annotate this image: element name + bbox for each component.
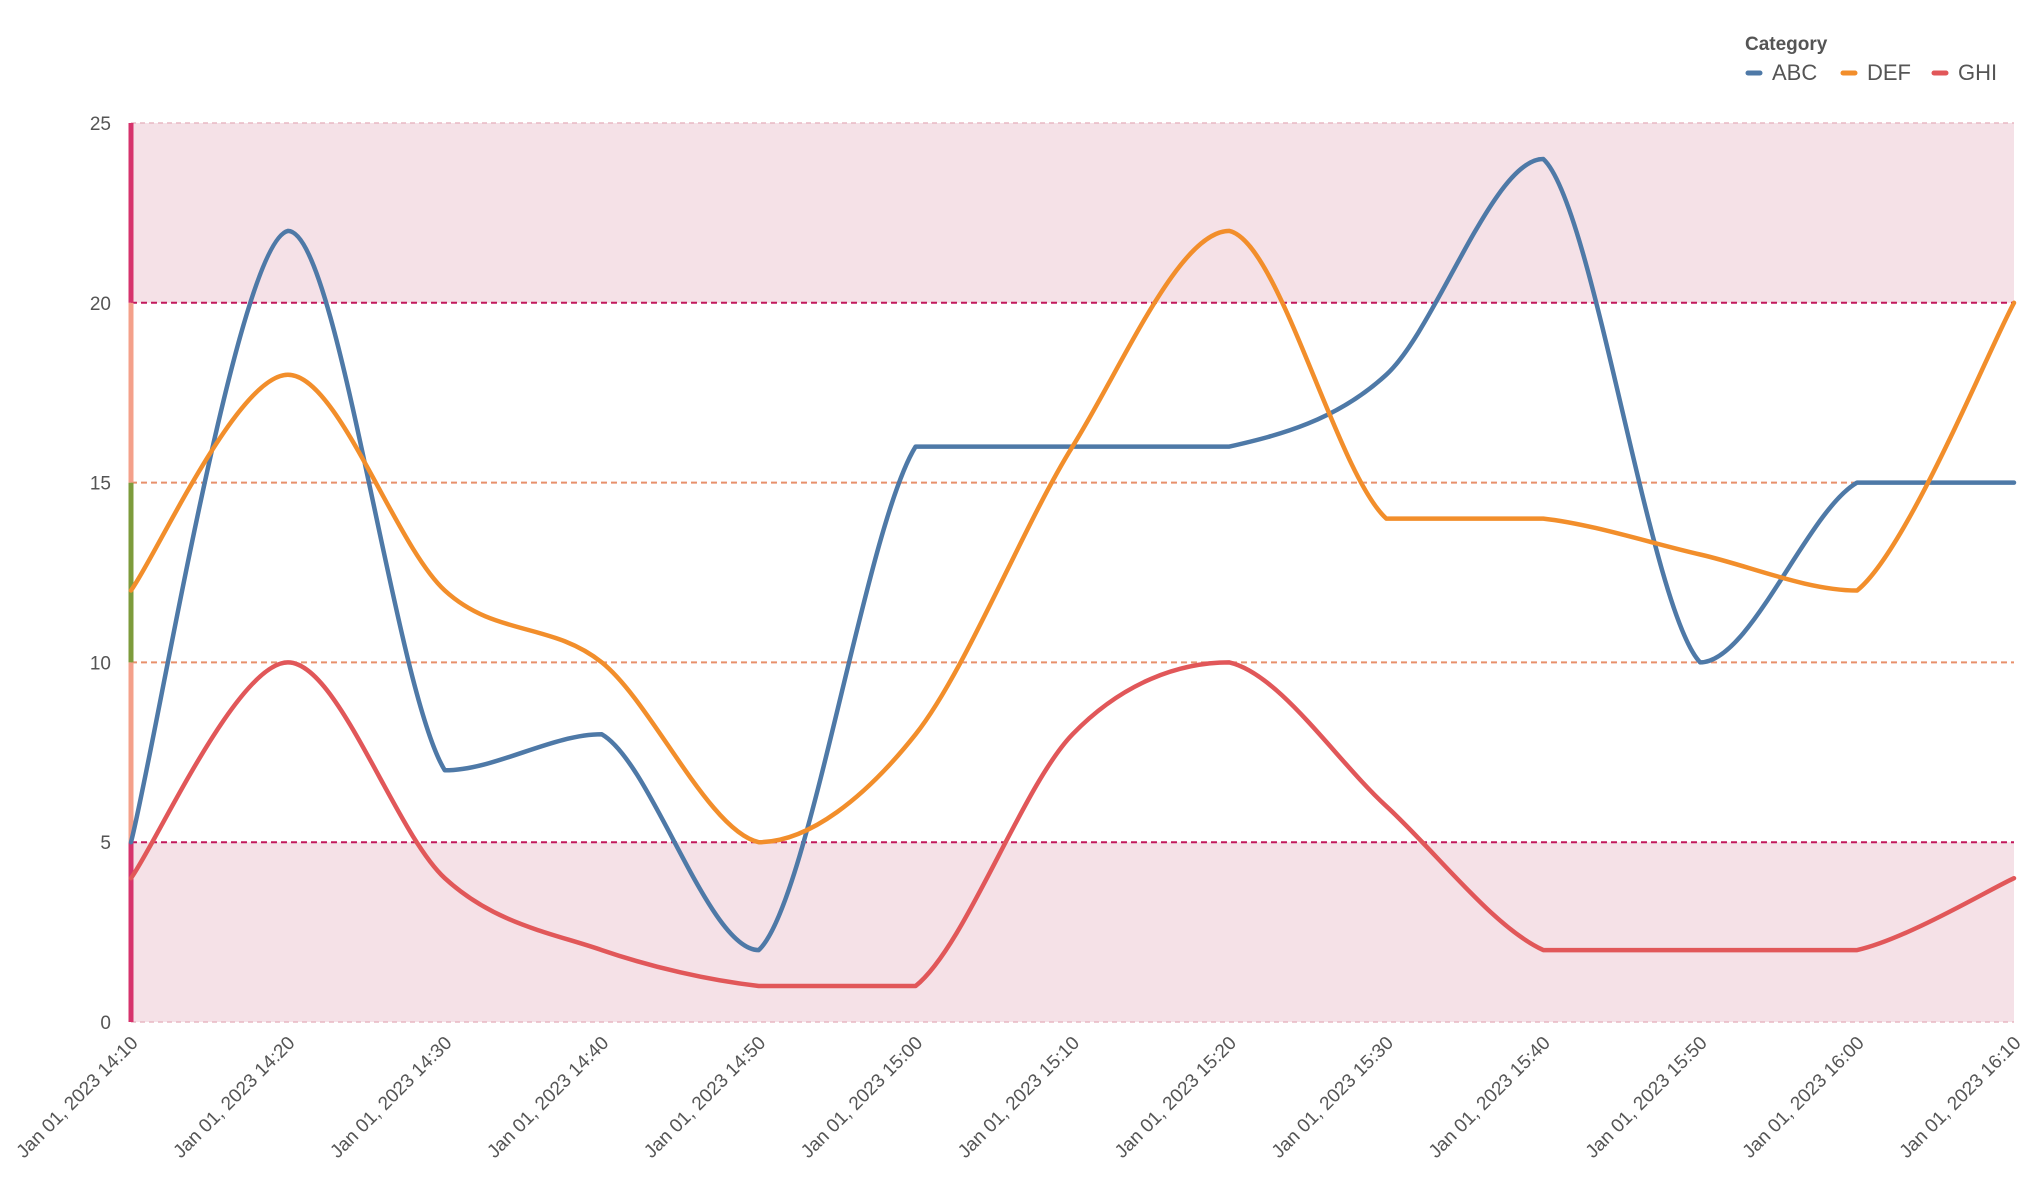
x-tick-label: Jan 01, 2023 15:00 — [797, 1033, 927, 1163]
x-tick-label: Jan 01, 2023 15:20 — [1111, 1033, 1241, 1163]
legend: Category ABC DEF GHI — [1745, 34, 1997, 85]
y-tick-label: 20 — [90, 294, 111, 315]
y-tick-label: 10 — [90, 653, 111, 674]
x-tick-label: Jan 01, 2023 15:50 — [1582, 1033, 1712, 1163]
y-tick-label: 5 — [100, 833, 111, 854]
band-1 — [131, 842, 2014, 1022]
series-line-def — [128, 228, 2017, 845]
y-axis: 0 5 10 15 20 25 — [90, 114, 111, 1034]
x-tick-label: Jan 01, 2023 14:50 — [640, 1033, 770, 1163]
x-tick-label: Jan 01, 2023 14:30 — [326, 1033, 456, 1163]
x-tick-label: Jan 01, 2023 15:10 — [954, 1033, 1084, 1163]
x-tick-label: Jan 01, 2023 16:10 — [1896, 1033, 2026, 1163]
x-tick-label: Jan 01, 2023 14:10 — [13, 1033, 143, 1163]
y-tick-label: 15 — [90, 474, 111, 495]
legend-title: Category — [1745, 34, 1828, 55]
series-line-abc — [128, 156, 2017, 953]
legend-label-abc: ABC — [1772, 60, 1817, 85]
reference-lines — [131, 301, 2014, 844]
x-tick-label: Jan 01, 2023 14:20 — [170, 1033, 300, 1163]
x-axis: Jan 01, 2023 14:10 Jan 01, 2023 14:20 Jan … — [13, 1033, 2026, 1163]
x-tick-label: Jan 01, 2023 16:00 — [1739, 1033, 1869, 1163]
x-tick-label: Jan 01, 2023 14:40 — [483, 1033, 613, 1163]
legend-label-ghi: GHI — [1958, 60, 1997, 85]
series-line-ghi — [128, 660, 2017, 989]
series-lines — [128, 156, 2017, 989]
band-0 — [131, 123, 2014, 303]
y-tick-label: 0 — [100, 1013, 111, 1034]
legend-label-def: DEF — [1867, 60, 1911, 85]
x-tick-label: Jan 01, 2023 15:40 — [1425, 1033, 1555, 1163]
threshold-bands — [131, 122, 2014, 1023]
y-tick-label: 25 — [90, 114, 111, 135]
x-tick-label: Jan 01, 2023 15:30 — [1268, 1033, 1398, 1163]
